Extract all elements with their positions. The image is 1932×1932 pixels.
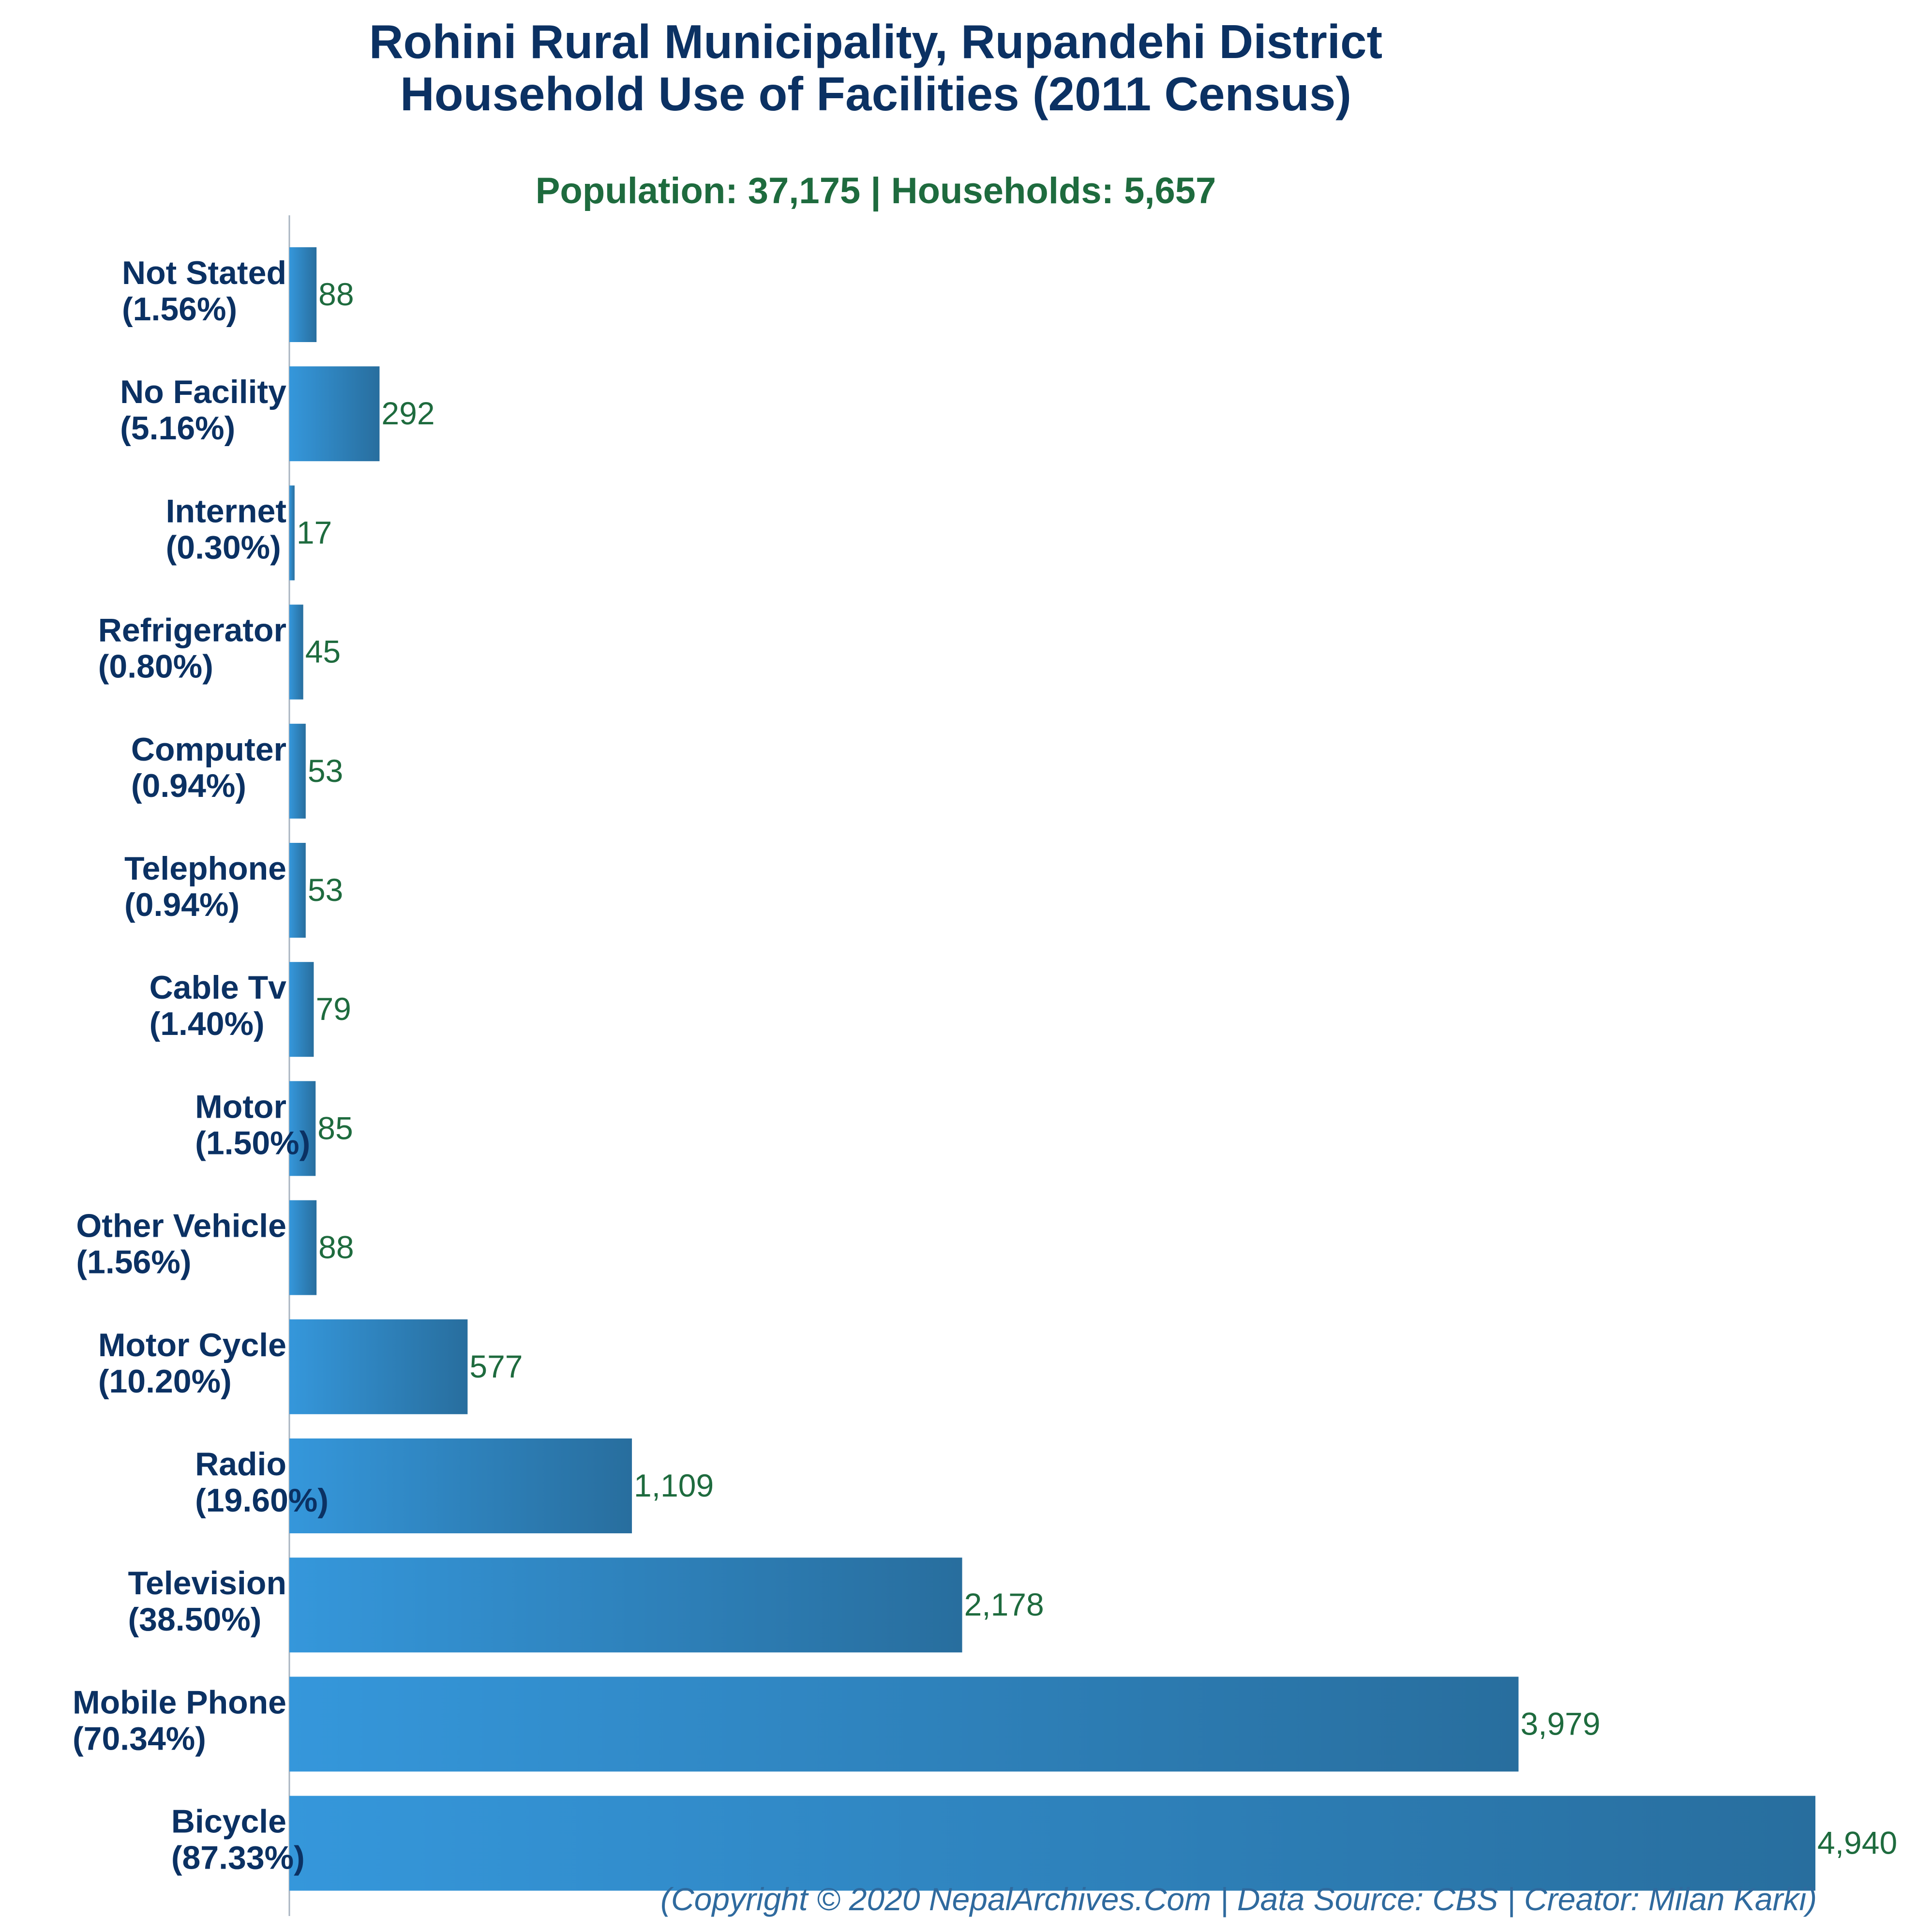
bar-0 (289, 247, 317, 342)
value-label: 53 (308, 872, 343, 908)
bar-1 (289, 366, 380, 462)
bar-7 (289, 1081, 316, 1176)
value-label: 85 (317, 1110, 353, 1146)
value-label: 88 (318, 276, 354, 312)
category-label: Other Vehicle (76, 1208, 286, 1244)
percent-label: (38.50%) (128, 1601, 261, 1638)
bar-12 (289, 1677, 1519, 1772)
value-label: 79 (315, 991, 351, 1027)
percent-label: (0.80%) (98, 648, 213, 685)
chart-title-line2: Household Use of Facilities (2011 Census… (400, 67, 1351, 120)
category-label: Motor (195, 1088, 286, 1125)
percent-label: (10.20%) (98, 1363, 232, 1400)
bar-9 (289, 1319, 468, 1414)
bar-8 (289, 1200, 317, 1295)
bar-6 (289, 962, 314, 1057)
category-label: Telephone (124, 850, 286, 887)
percent-label: (1.40%) (150, 1005, 265, 1042)
bar-13 (289, 1796, 1815, 1891)
chart-subtitle: Population: 37,175 | Households: 5,657 (536, 170, 1216, 212)
value-label: 3,979 (1520, 1706, 1600, 1741)
category-label: Not Stated (122, 255, 286, 291)
bar-11 (289, 1558, 962, 1653)
chart-footer: (Copyright © 2020 NepalArchives.Com | Da… (660, 1881, 1817, 1918)
percent-label: (5.16%) (120, 410, 235, 447)
percent-label: (0.30%) (166, 529, 281, 566)
value-label: 4,940 (1817, 1825, 1897, 1861)
percent-label: (70.34%) (73, 1720, 206, 1757)
bar-5 (289, 843, 306, 938)
value-label: 45 (305, 634, 341, 670)
category-label: Cable Tv (150, 969, 287, 1006)
category-label: Refrigerator (98, 612, 286, 649)
percent-label: (1.56%) (122, 291, 237, 328)
percent-label: (1.50%) (195, 1124, 310, 1161)
value-label: 2,178 (964, 1587, 1044, 1622)
value-label: 88 (318, 1229, 354, 1265)
bar-10 (289, 1438, 632, 1533)
category-label: Internet (166, 493, 286, 529)
category-label: Mobile Phone (73, 1684, 286, 1721)
value-label: 17 (297, 514, 332, 550)
percent-label: (0.94%) (131, 767, 246, 804)
category-label: Computer (131, 731, 286, 768)
value-label: 53 (308, 753, 343, 789)
value-label: 1,109 (634, 1468, 714, 1503)
bar-2 (289, 485, 295, 581)
percent-label: (1.56%) (76, 1244, 191, 1281)
category-label: Motor Cycle (98, 1327, 286, 1363)
value-label: 292 (381, 395, 434, 431)
category-label: Bicycle (171, 1803, 286, 1840)
category-label: No Facility (120, 374, 286, 410)
bar-4 (289, 723, 306, 819)
percent-label: (87.33%) (171, 1840, 305, 1876)
category-label: Television (128, 1565, 286, 1602)
percent-label: (19.60%) (195, 1482, 329, 1519)
chart-title-line1: Rohini Rural Municipality, Rupandehi Dis… (369, 15, 1382, 68)
bar-3 (289, 604, 303, 700)
category-label: Radio (195, 1446, 286, 1483)
percent-label: (0.94%) (124, 886, 240, 923)
value-label: 577 (469, 1348, 523, 1384)
